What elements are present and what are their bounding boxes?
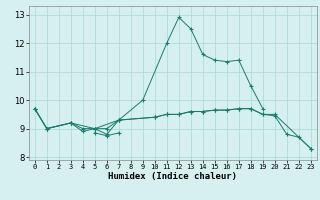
X-axis label: Humidex (Indice chaleur): Humidex (Indice chaleur) xyxy=(108,172,237,181)
